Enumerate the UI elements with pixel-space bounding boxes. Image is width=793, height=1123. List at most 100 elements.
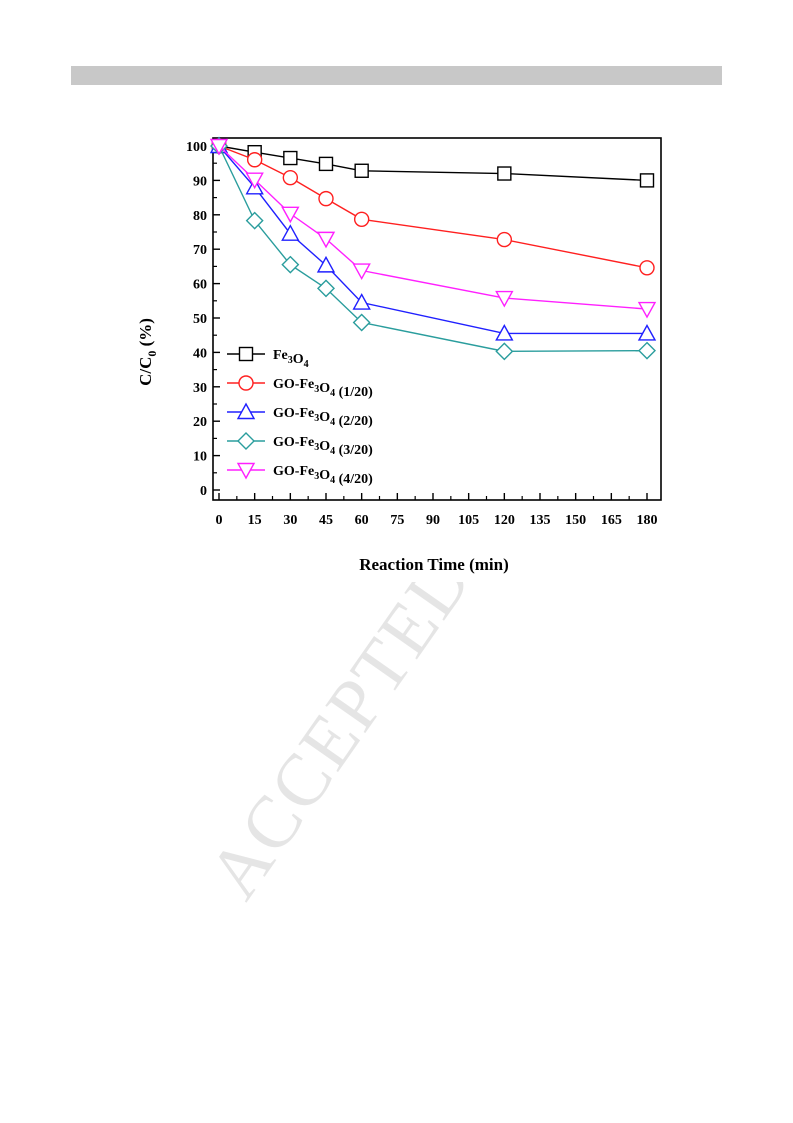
series-3 — [209, 136, 657, 341]
legend-label-subscript: 4 — [330, 475, 335, 486]
data-point-circle — [318, 190, 334, 207]
data-point-square — [354, 163, 369, 178]
legend-label-text: O — [319, 439, 330, 454]
data-point-triangle-down — [209, 138, 229, 156]
data-point-triangle-up — [316, 255, 336, 273]
data-point-circle — [238, 375, 254, 391]
y-axis-label-sub: 0 — [145, 351, 159, 357]
legend-label-subscript: 4 — [330, 388, 335, 399]
x-tick-label: 120 — [494, 513, 515, 528]
y-tick-label: 10 — [193, 450, 207, 465]
legend-label-text: (2/20) — [335, 414, 373, 429]
legend-item: GO-Fe3O4 (4/20) — [227, 462, 373, 487]
legend-label-text: GO-Fe — [273, 464, 314, 479]
y-tick-label: 40 — [193, 346, 207, 361]
legend-label-subscript: 4 — [304, 359, 309, 370]
legend-label: GO-Fe3O4 (2/20) — [273, 406, 373, 429]
watermark: ACCEPTED — [192, 539, 489, 914]
axes: 0 10 20 30 40 50 60 70 80 90 100 0 15 30 45 60 75 90 105 12… — [186, 137, 662, 528]
legend-label-subscript: 4 — [330, 446, 335, 457]
x-tick-label: 105 — [458, 513, 479, 528]
y-tick-label: 80 — [193, 209, 207, 224]
data-point-circle — [246, 152, 263, 168]
x-tick-label: 60 — [355, 513, 369, 528]
figure: 0 10 20 30 40 50 60 70 80 90 100 0 15 30 45 60 75 90 105 12… — [128, 128, 669, 582]
y-tick-label: 60 — [193, 278, 207, 293]
legend-label-subscript: 3 — [314, 413, 319, 424]
data-point-diamond — [317, 279, 335, 298]
data-point-square — [497, 166, 512, 181]
data-point-triangle-down — [281, 206, 300, 224]
legend-label-text: GO-Fe — [273, 377, 314, 392]
data-point-diamond — [638, 341, 656, 360]
legend-label-text: O — [293, 352, 304, 367]
x-tick-label: 165 — [601, 513, 622, 528]
y-tick-label: 100 — [186, 140, 207, 155]
data-point-triangle-up — [236, 402, 256, 420]
data-point-circle — [496, 231, 513, 248]
data-point-diamond — [352, 313, 371, 332]
header-band — [71, 66, 722, 85]
data-point-circle — [639, 260, 655, 276]
y-axis-label: C/C0 (%) — [136, 318, 159, 386]
legend-label: Fe3O4 — [273, 348, 309, 370]
legend-item: GO-Fe3O4 (3/20) — [227, 432, 373, 458]
data-point-square — [318, 156, 334, 172]
legend-label-text: O — [319, 381, 330, 396]
legend-label-subscript: 3 — [314, 384, 319, 395]
legend-label-text: (1/20) — [335, 385, 373, 400]
y-axis-label-tail: (%) — [136, 318, 155, 351]
series-1 — [211, 138, 655, 188]
legend-label-text: (3/20) — [335, 443, 373, 458]
legend-label-subscript: 3 — [314, 442, 319, 453]
series-2 — [211, 138, 655, 276]
legend-label-subscript: 4 — [330, 417, 335, 428]
data-point-diamond — [237, 432, 255, 450]
x-axis-label: Reaction Time (min) — [359, 555, 509, 574]
legend-item: Fe3O4 — [227, 346, 309, 370]
x-tick-label: 150 — [565, 513, 586, 528]
data-point-triangle-down — [316, 231, 336, 249]
legend-item: GO-Fe3O4 (2/20) — [227, 402, 373, 429]
legend-label-subscript: 3 — [314, 471, 319, 482]
legend-item: GO-Fe3O4 (1/20) — [227, 375, 373, 400]
data-point-triangle-up — [637, 324, 657, 341]
data-point-diamond — [495, 342, 514, 361]
data-point-triangle-down — [637, 301, 657, 319]
data-point-circle — [353, 211, 370, 227]
series-layer — [209, 136, 657, 361]
x-tick-label: 75 — [390, 513, 404, 528]
y-tick-label: 20 — [193, 415, 207, 430]
data-point-triangle-down — [245, 172, 264, 190]
x-tick-label: 30 — [283, 513, 297, 528]
data-point-square — [283, 150, 298, 166]
x-tick-label: 0 — [216, 513, 223, 528]
x-tick-label: 15 — [248, 513, 262, 528]
x-tick-label: 135 — [530, 513, 551, 528]
data-point-triangle-up — [352, 293, 371, 310]
series-5 — [209, 138, 657, 319]
plot-frame — [212, 137, 662, 501]
series-line — [218, 145, 648, 310]
legend-label: GO-Fe3O4 (4/20) — [273, 464, 373, 487]
data-point-triangle-down — [236, 462, 256, 480]
data-point-diamond — [281, 255, 300, 274]
x-tick-label: 45 — [319, 513, 333, 528]
data-point-diamond — [245, 211, 264, 230]
legend-label: GO-Fe3O4 (3/20) — [273, 435, 373, 458]
y-tick-label: 30 — [193, 381, 207, 396]
y-tick-label: 0 — [200, 484, 207, 499]
y-axis-label-main: C/C — [136, 357, 155, 386]
legend-label-subscript: 3 — [288, 355, 293, 366]
data-point-square — [238, 346, 254, 362]
data-point-triangle-up — [495, 324, 514, 341]
y-tick-label: 90 — [193, 174, 207, 189]
legend-label-text: O — [319, 468, 330, 483]
y-tick-label: 70 — [193, 243, 207, 258]
legend-label: GO-Fe3O4 (1/20) — [273, 377, 373, 400]
y-tick-label: 50 — [193, 312, 207, 327]
x-tick-label: 180 — [637, 513, 658, 528]
data-point-square — [639, 173, 655, 188]
